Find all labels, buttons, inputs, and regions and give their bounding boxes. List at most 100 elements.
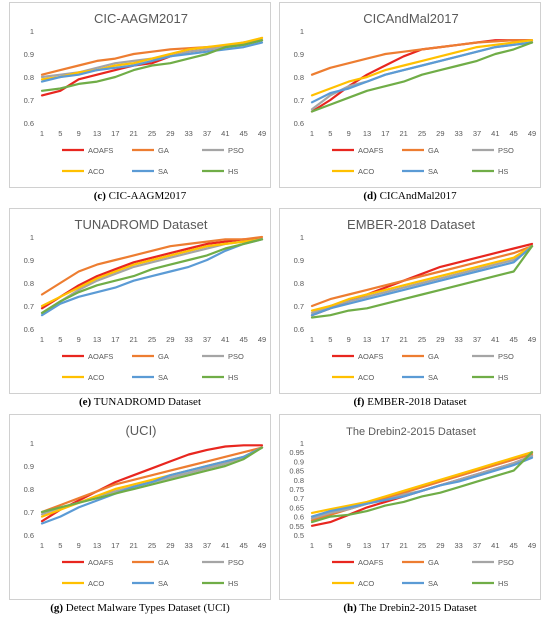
series-line-aco	[40, 238, 264, 308]
line-chart: The Drebin2-2015 Dataset0.50.550.60.650.…	[289, 426, 536, 588]
line-chart: (UCI) 0.6 0.7 0.8 0.9 1 1 5 9 13 17 21 25 29 33 37 41 45 4…	[24, 423, 267, 588]
legend-label: PSO	[498, 352, 514, 361]
legend-label: GA	[428, 558, 439, 567]
y-tick-label: 0.7	[24, 96, 34, 105]
legend-label: HS	[498, 373, 508, 382]
legend-label: ACO	[88, 579, 104, 588]
legend-label: SA	[158, 373, 168, 382]
caption-text: CICAndMal2017	[379, 190, 457, 202]
y-tick-label: 1	[300, 233, 304, 242]
x-tick-label: 5	[328, 335, 332, 344]
x-tick-label: 33	[454, 541, 462, 550]
x-tick-label: 25	[148, 541, 156, 550]
legend-label: HS	[228, 167, 238, 176]
x-tick-label: 9	[77, 335, 81, 344]
x-tick-label: 9	[347, 541, 351, 550]
x-tick-label: 41	[491, 541, 499, 550]
x-tick-label: 37	[473, 335, 481, 344]
y-tick-label: 0.9	[294, 457, 304, 466]
y-tick-label: 1	[30, 233, 34, 242]
x-tick-label: 9	[77, 129, 81, 138]
x-tick-label: 17	[381, 335, 389, 344]
x-tick-label: 49	[528, 129, 536, 138]
y-tick-label: 1	[30, 27, 34, 36]
x-tick-label: 21	[399, 129, 407, 138]
caption-text: TUNADROMD Dataset	[93, 396, 201, 408]
caption-letter: (e)	[78, 396, 92, 408]
x-tick-label: 1	[310, 335, 314, 344]
legend-label: SA	[428, 167, 438, 176]
figure-caption: (h) The Drebin2-2015 Dataset	[279, 602, 541, 614]
legend-label: ACO	[358, 579, 374, 588]
x-tick-label: 5	[328, 541, 332, 550]
y-tick-label: 0.8	[294, 279, 304, 288]
y-tick-label: 0.8	[24, 279, 34, 288]
series-line-sa	[310, 456, 534, 518]
chart-panel-drebin2-2015: The Drebin2-2015 Dataset 0.5 0.55 0.6 0.65 0.…	[279, 414, 541, 618]
x-tick-label: 21	[129, 129, 137, 138]
x-tick-label: 1	[310, 541, 314, 550]
y-tick-label: 0.6	[294, 325, 304, 334]
y-tick-label: 0.8	[294, 476, 304, 485]
x-tick-label: 33	[184, 129, 192, 138]
x-tick-label: 5	[328, 129, 332, 138]
x-tick-label: 29	[166, 335, 174, 344]
y-tick-label: 0.6	[294, 513, 304, 522]
x-tick-label: 45	[509, 335, 517, 344]
x-tick-label: 29	[436, 129, 444, 138]
legend-label: SA	[428, 373, 438, 382]
series-line-aoafs	[40, 444, 264, 523]
x-tick-label: 41	[221, 541, 229, 550]
x-tick-label: 29	[166, 541, 174, 550]
x-tick-label: 5	[58, 335, 62, 344]
legend-label: HS	[498, 579, 508, 588]
chart-panel-tunadromd: TUNADROMD Dataset 0.6 0.7 0.8 0.9 1 1 5 9 13 17 21 2…	[9, 208, 271, 412]
chart-panel-uci: (UCI) 0.6 0.7 0.8 0.9 1 1 5 9 13 17 21 25 29 33 37 41 45 4…	[9, 414, 271, 618]
line-chart: CIC-AAGM2017 0.6 0.7 0.8 0.9 1 1 5 9 13 17 21 25 29 33…	[24, 11, 267, 176]
caption-letter: (g)	[50, 602, 64, 614]
y-tick-label: 0.6	[24, 531, 34, 540]
series-line-hs	[40, 39, 264, 92]
x-tick-label: 1	[310, 129, 314, 138]
x-tick-label: 17	[111, 129, 119, 138]
y-tick-label: 0.6	[294, 119, 304, 128]
x-tick-label: 13	[363, 129, 371, 138]
caption-text: The Drebin2-2015 Dataset	[359, 602, 477, 614]
y-tick-label: 0.6	[24, 325, 34, 334]
line-chart: EMBER-2018 Dataset 0.6 0.7 0.8 0.9 1 1 5 9 13 17 21…	[294, 217, 537, 382]
x-tick-label: 37	[203, 541, 211, 550]
y-tick-label: 0.7	[294, 96, 304, 105]
caption-letter: (f)	[353, 396, 365, 408]
legend-label: AOAFS	[88, 558, 113, 567]
chart-title: The Drebin2-2015 Dataset	[346, 426, 476, 438]
caption-letter: (c)	[93, 190, 106, 202]
x-tick-label: 5	[58, 541, 62, 550]
x-tick-label: 9	[347, 129, 351, 138]
y-tick-label: 0.95	[289, 448, 304, 457]
y-tick-label: 0.7	[294, 302, 304, 311]
legend-label: AOAFS	[88, 352, 113, 361]
series-line-pso	[310, 245, 534, 315]
x-tick-label: 25	[418, 335, 426, 344]
y-tick-label: 0.5	[294, 531, 304, 540]
line-chart: TUNADROMD Dataset 0.6 0.7 0.8 0.9 1 1 5 9 13 17 21 2…	[24, 217, 267, 382]
x-tick-label: 1	[40, 541, 44, 550]
x-tick-label: 1	[40, 335, 44, 344]
series-line-aco	[40, 36, 264, 81]
y-tick-label: 0.9	[24, 50, 34, 59]
x-tick-label: 1	[40, 129, 44, 138]
y-tick-label: 0.9	[294, 256, 304, 265]
x-tick-label: 49	[258, 129, 266, 138]
y-tick-label: 0.8	[294, 73, 304, 82]
x-tick-label: 13	[93, 129, 101, 138]
chart-frame: CICAndMal2017 0.6 0.7 0.8 0.9 1 1 5 9 13 17 21 25 29 3…	[279, 2, 541, 188]
y-tick-label: 0.7	[294, 494, 304, 503]
y-tick-label: 1	[300, 439, 304, 448]
series-line-hs	[310, 245, 534, 319]
x-tick-label: 9	[347, 335, 351, 344]
figure-caption: (f) EMBER-2018 Dataset	[279, 396, 541, 408]
x-tick-label: 49	[258, 541, 266, 550]
x-tick-label: 13	[93, 335, 101, 344]
x-tick-label: 13	[363, 335, 371, 344]
x-tick-label: 17	[111, 541, 119, 550]
